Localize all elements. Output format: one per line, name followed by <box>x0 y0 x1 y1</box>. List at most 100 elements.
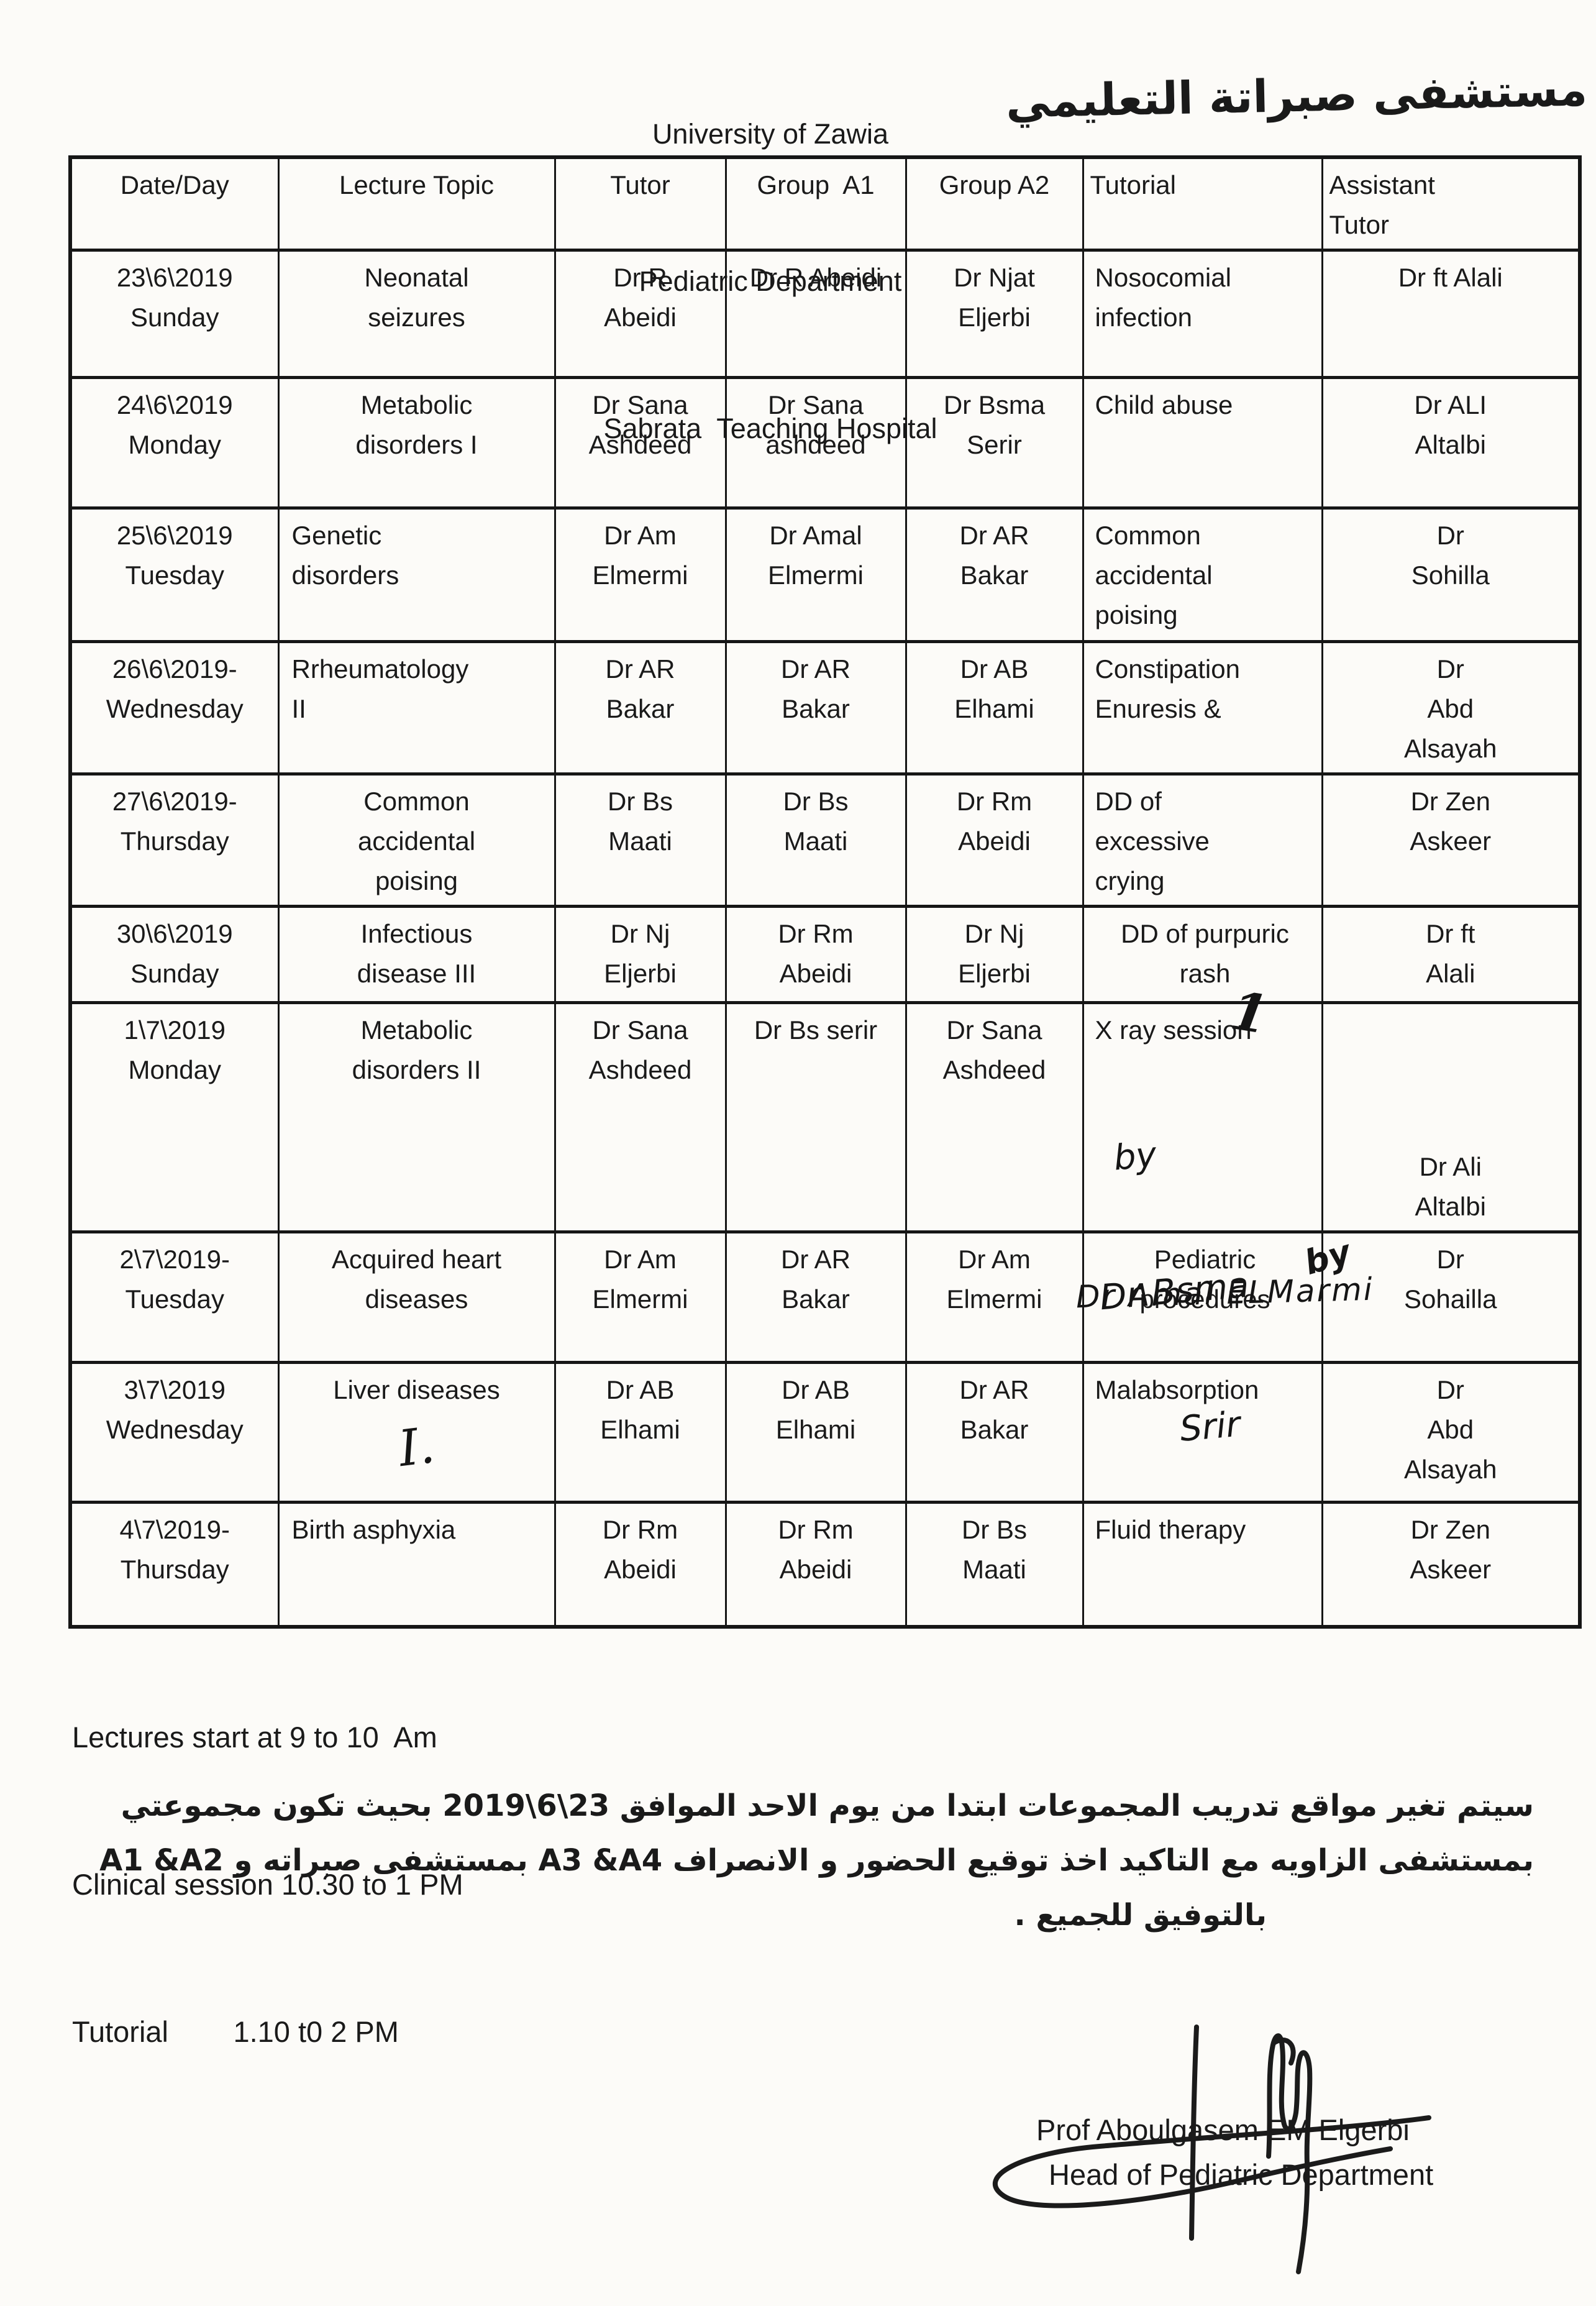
cell-group-a1: Dr Amal Elmermi <box>724 506 907 643</box>
col-header-lecture-topic: Lecture Topic <box>277 155 556 252</box>
table-row: 2\7\2019- Tuesday Acquired heart disease… <box>69 1230 1581 1364</box>
table-row: 23\6\2019 Sunday Neonatal seizures Dr R … <box>69 249 1581 379</box>
cell-tutorial: Pediatric procedures <box>1082 1230 1323 1364</box>
cell-tutor: Dr Sana Ashdeed <box>554 1001 727 1233</box>
table-row: 27\6\2019- Thursday Common accidental po… <box>69 772 1581 908</box>
signatory-name: Prof Aboulgasem EM Elgerbi <box>1036 2113 1410 2146</box>
cell-tutorial: DD of excessive crying <box>1082 772 1323 908</box>
cell-tutorial: Child abuse <box>1082 376 1323 510</box>
cell-tutor: Dr Am Elmermi <box>554 506 727 643</box>
cell-group-a2: Dr AR Bakar <box>905 1361 1084 1504</box>
cell-group-a1: Dr Bs Maati <box>724 772 907 908</box>
cell-date: 25\6\2019 Tuesday <box>69 506 280 643</box>
cell-assistant: Dr Abd Alsayah <box>1321 1361 1581 1504</box>
signature-scribble <box>993 2025 1431 2274</box>
table-row: 30\6\2019 Sunday Infectious disease III … <box>69 905 1581 1004</box>
cell-tutor: Dr Sana Ashdeed <box>554 376 727 510</box>
cell-date: 3\7\2019 Wednesday <box>69 1361 280 1504</box>
cell-assistant: Dr ALI Altalbi <box>1321 376 1581 510</box>
cell-tutorial: Nosocomial infection <box>1082 249 1323 379</box>
cell-group-a2: Dr Bs Maati <box>905 1501 1084 1628</box>
cell-tutorial: Fluid therapy <box>1082 1501 1323 1628</box>
note-tutorial: Tutorial 1.10 t0 2 PM <box>72 2015 399 2048</box>
cell-topic: Birth asphyxia <box>277 1501 556 1628</box>
cell-group-a1: Dr R Abeidi <box>724 249 907 379</box>
cell-date: 4\7\2019- Thursday <box>69 1501 280 1628</box>
arabic-note-line2: A1 &A2 بمستشفى صبراته و A3 &A4 بمستشفى ا… <box>99 1843 1534 1878</box>
timing-notes: Lectures start at 9 to 10 Am Clinical se… <box>72 1614 463 2154</box>
cell-assistant: Dr Zen Askeer <box>1321 1501 1581 1628</box>
cell-group-a2: Dr Njat Eljerbi <box>905 249 1084 379</box>
cell-assistant: Dr Zen Askeer <box>1321 772 1581 908</box>
cell-topic: Liver diseases <box>277 1361 556 1504</box>
cell-date: 24\6\2019 Monday <box>69 376 280 510</box>
cell-group-a1: Dr Bs serir <box>724 1001 907 1233</box>
table-row: 26\6\2019- Wednesday Rrheumatology II Dr… <box>69 640 1581 776</box>
cell-group-a1: Dr AR Bakar <box>724 1230 907 1364</box>
cell-group-a1: Dr Sana ashdeed <box>724 376 907 510</box>
table-row: 3\7\2019 Wednesday Liver diseases Dr AB … <box>69 1361 1581 1504</box>
table-row: 25\6\2019 Tuesday Genetic disorders Dr A… <box>69 506 1581 643</box>
cell-group-a2: Dr Bsma Serir <box>905 376 1084 510</box>
arabic-note-line3: بالتوفيق للجميع . <box>1014 1898 1267 1933</box>
cell-topic: Acquired heart diseases <box>277 1230 556 1364</box>
cell-topic: Genetic disorders <box>277 506 556 643</box>
cell-group-a2: Dr Nj Eljerbi <box>905 905 1084 1004</box>
cell-group-a2: Dr AR Bakar <box>905 506 1084 643</box>
handwritten-by: by <box>1112 1134 1159 1179</box>
table-row: 1\7\2019 Monday Metabolic disorders II D… <box>69 1001 1581 1233</box>
cell-group-a1: Dr Rm Abeidi <box>724 905 907 1004</box>
cell-group-a1: Dr AR Bakar <box>724 640 907 776</box>
table-row: 4\7\2019- Thursday Birth asphyxia Dr Rm … <box>69 1501 1581 1628</box>
cell-topic: Rrheumatology II <box>277 640 556 776</box>
col-header-assistant-tutor: Assistant Tutor <box>1321 155 1581 252</box>
cell-tutorial: DD of purpuric rash <box>1082 905 1323 1004</box>
cell-group-a2: Dr AB Elhami <box>905 640 1084 776</box>
cell-topic: Metabolic disorders I <box>277 376 556 510</box>
cell-topic: Metabolic disorders II <box>277 1001 556 1233</box>
cell-topic: Neonatal seizures <box>277 249 556 379</box>
col-header-tutor: Tutor <box>554 155 727 252</box>
cell-assistant: Dr ft Alali <box>1321 905 1581 1004</box>
cell-assistant: Dr Ali Altalbi <box>1321 1001 1581 1233</box>
col-header-group-a1: Group A1 <box>724 155 907 252</box>
cell-tutor: Dr Rm Abeidi <box>554 1501 727 1628</box>
arabic-note: سيتم تغير مواقع تدريب المجموعات ابتدا من… <box>86 1778 1534 1942</box>
note-clinical-session: Clinical session 10.30 to 1 PM <box>72 1868 463 1901</box>
cell-date: 1\7\2019 Monday <box>69 1001 280 1233</box>
cell-group-a2: Dr Am Elmermi <box>905 1230 1084 1364</box>
cell-tutorial: X ray session <box>1082 1001 1323 1233</box>
handwritten-numeral-mark: I. <box>395 1416 438 1478</box>
cell-tutorial: Constipation Enuresis & <box>1082 640 1323 776</box>
cell-group-a1: Dr Rm Abeidi <box>724 1501 907 1628</box>
cell-tutorial: Malabsorption <box>1082 1361 1323 1504</box>
table-header-row: Date/Day Lecture Topic Tutor Group A1 Gr… <box>69 155 1581 252</box>
cell-tutor: Dr R Abeidi <box>554 249 727 379</box>
cell-tutor: Dr AR Bakar <box>554 640 727 776</box>
cell-date: 23\6\2019 Sunday <box>69 249 280 379</box>
cell-tutor: Dr AB Elhami <box>554 1361 727 1504</box>
signatory-title: Head of Pediatric Department <box>1049 2158 1434 2191</box>
cell-date: 2\7\2019- Tuesday <box>69 1230 280 1364</box>
col-header-tutorial: Tutorial <box>1082 155 1323 252</box>
cell-date: 30\6\2019 Sunday <box>69 905 280 1004</box>
col-header-group-a2: Group A2 <box>905 155 1084 252</box>
cell-group-a2: Dr Rm Abeidi <box>905 772 1084 908</box>
cell-tutor: Dr Am Elmermi <box>554 1230 727 1364</box>
cell-assistant: Dr ft Alali <box>1321 249 1581 379</box>
cell-group-a1: Dr AB Elhami <box>724 1361 907 1504</box>
table-row: 24\6\2019 Monday Metabolic disorders I D… <box>69 376 1581 510</box>
cell-topic: Infectious disease III <box>277 905 556 1004</box>
schedule-table: Date/Day Lecture Topic Tutor Group A1 Gr… <box>68 155 1582 1629</box>
cell-tutor: Dr Bs Maati <box>554 772 727 908</box>
cell-date: 27\6\2019- Thursday <box>69 772 280 908</box>
cell-tutor: Dr Nj Eljerbi <box>554 905 727 1004</box>
cell-group-a2: Dr Sana Ashdeed <box>905 1001 1084 1233</box>
cell-assistant: Dr Abd Alsayah <box>1321 640 1581 776</box>
col-header-date-day: Date/Day <box>69 155 280 252</box>
university-name: University of Zawia <box>652 118 889 150</box>
arabic-note-line1: سيتم تغير مواقع تدريب المجموعات ابتدا من… <box>121 1788 1534 1823</box>
cell-topic: Common accidental poising <box>277 772 556 908</box>
cell-assistant: Dr Sohailla <box>1321 1230 1581 1364</box>
cell-assistant: Dr Sohilla <box>1321 506 1581 643</box>
